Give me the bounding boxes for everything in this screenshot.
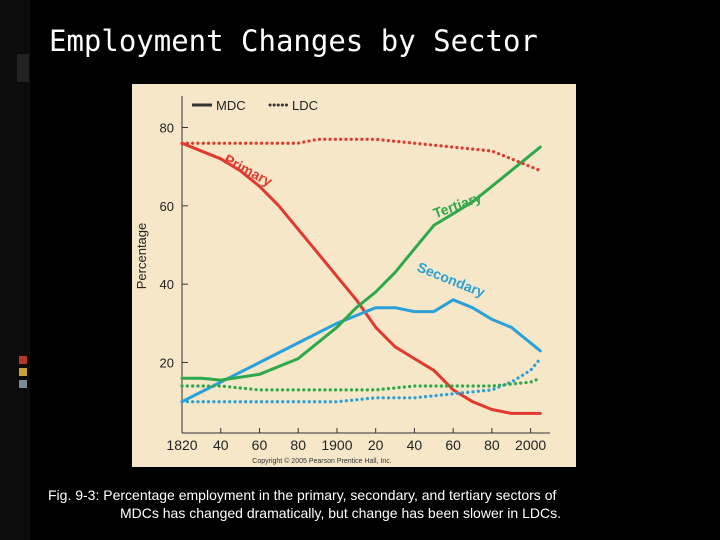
- chart-axes: 20 40 60 80 1820 40 60 80 1900 20 40 60 80 2000: [160, 96, 550, 453]
- x-tick-label: 60: [252, 437, 268, 453]
- x-tick-label: 1820: [166, 437, 197, 453]
- legend-label-mdc: MDC: [216, 98, 246, 113]
- annotation-label: Primary: [221, 151, 275, 190]
- y-tick-label: 20: [160, 356, 174, 371]
- side-mark-gray: [19, 380, 27, 388]
- x-tick-label: 40: [407, 437, 423, 453]
- chart-series: [180, 137, 542, 415]
- x-tick-label: 80: [484, 437, 500, 453]
- x-tick-label: 2000: [515, 437, 546, 453]
- x-tick-label: 20: [368, 437, 384, 453]
- x-tick-label: 60: [445, 437, 461, 453]
- figure-caption: Fig. 9-3: Percentage employment in the p…: [48, 486, 668, 522]
- side-mark-gold: [19, 368, 27, 376]
- left-sidebar-strip: [0, 0, 30, 540]
- y-tick-label: 40: [160, 277, 174, 292]
- chart-panel: 20 40 60 80 1820 40 60 80 1900 20 40 60 80 2000 Prima…: [132, 84, 576, 467]
- slide-title: Employment Changes by Sector: [49, 24, 538, 58]
- accent-block: [17, 54, 29, 82]
- y-tick-label: 80: [160, 121, 174, 136]
- series-line-ldc-secondary: [180, 357, 542, 404]
- series-line-mdc-secondary: [180, 298, 542, 404]
- x-tick-label: 40: [213, 437, 229, 453]
- annotation-label: Tertiary: [431, 189, 484, 221]
- annotation-label: Secondary: [415, 259, 488, 301]
- series-line-mdc-tertiary: [180, 145, 542, 382]
- copyright-notice: Copyright © 2005 Pearson Prentice Hall, …: [252, 457, 391, 465]
- side-mark-red: [19, 356, 27, 364]
- y-axis-label: Percentage: [134, 223, 149, 290]
- employment-line-chart: 20 40 60 80 1820 40 60 80 1900 20 40 60 80 2000 Prima…: [134, 96, 550, 465]
- series-line-mdc-primary: [180, 141, 542, 415]
- chart-annotations: Primary Tertiary Secondary: [221, 151, 487, 301]
- caption-line-2: MDCs has changed dramatically, but chang…: [120, 505, 561, 521]
- caption-line-1: Fig. 9-3: Percentage employment in the p…: [48, 487, 557, 503]
- chart-legend: MDC LDC: [192, 98, 318, 113]
- y-tick-label: 60: [160, 199, 174, 214]
- side-color-marks: [19, 356, 27, 392]
- series-line-ldc-tertiary: [180, 376, 542, 392]
- legend-label-ldc: LDC: [292, 98, 318, 113]
- x-tick-label: 80: [290, 437, 306, 453]
- x-tick-label: 1900: [321, 437, 352, 453]
